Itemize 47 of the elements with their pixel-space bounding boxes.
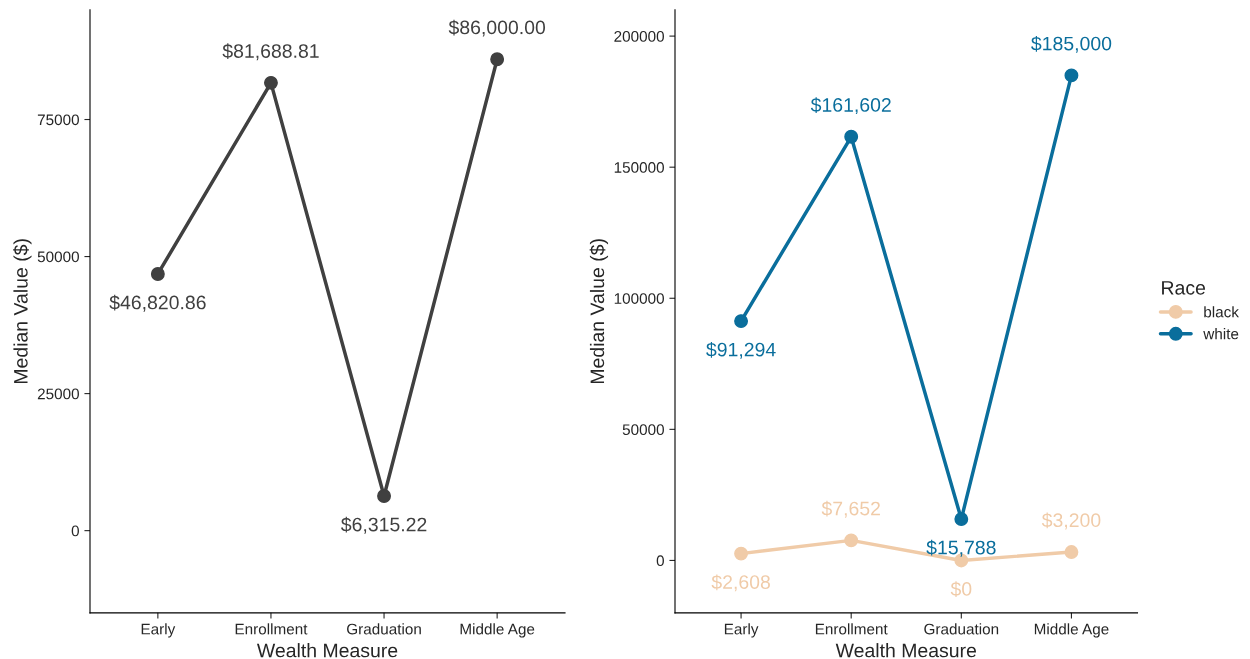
- y-axis-title: Median Value ($): [589, 239, 609, 384]
- point: [734, 314, 749, 329]
- x-tick-label: Early: [724, 623, 759, 638]
- data-label: $3,200: [1041, 512, 1101, 530]
- y-tick-label: 50000: [37, 251, 79, 263]
- x-axis-title: Wealth Measure: [835, 643, 977, 658]
- y-axis-title: Median Value ($): [13, 239, 32, 384]
- point: [150, 267, 165, 281]
- point: [264, 75, 278, 90]
- legend-title: Race: [1162, 281, 1206, 295]
- x-tick-label: Enrollment: [235, 623, 308, 635]
- data-label: $6,315.22: [341, 516, 427, 534]
- x-tick-label: Graduation: [347, 623, 421, 635]
- data-label: $91,294: [706, 341, 776, 359]
- data-label: $0: [950, 581, 972, 597]
- point: [1064, 68, 1079, 83]
- point: [954, 512, 969, 526]
- data-label: $185,000: [1031, 35, 1112, 53]
- x-tick-label: Middle Age: [460, 623, 535, 638]
- x-tick-label: Middle Age: [1034, 623, 1109, 638]
- point: [734, 546, 749, 561]
- data-label: $46,820.86: [109, 294, 206, 312]
- y-tick-label: 200000: [614, 30, 664, 42]
- y-tick-label: 150000: [614, 162, 664, 173]
- y-tick-label: 75000: [37, 114, 79, 126]
- data-label: $81,688.81: [222, 43, 319, 61]
- data-label: $2,608: [711, 574, 770, 592]
- y-tick-label: 25000: [37, 388, 79, 400]
- data-label: $7,652: [821, 500, 880, 518]
- x-tick-label: Early: [141, 623, 176, 638]
- data-label: $86,000.00: [448, 19, 546, 37]
- x-axis-title: Wealth Measure: [256, 643, 398, 658]
- point: [1064, 545, 1079, 559]
- point: [844, 533, 859, 548]
- data-label: $15,788: [926, 539, 996, 557]
- x-tick-label: Graduation: [924, 623, 999, 635]
- legend-label: black: [1204, 306, 1239, 318]
- y-tick-label: 0: [71, 525, 79, 537]
- x-tick-label: Enrollment: [815, 623, 888, 635]
- point: [377, 489, 391, 503]
- point: [844, 129, 859, 144]
- data-label: $161,602: [810, 97, 891, 115]
- y-tick-label: 100000: [614, 293, 664, 304]
- point: [490, 52, 505, 67]
- y-tick-label: 50000: [622, 424, 664, 436]
- legend-label: white: [1203, 328, 1239, 340]
- y-tick-label: 0: [656, 555, 664, 567]
